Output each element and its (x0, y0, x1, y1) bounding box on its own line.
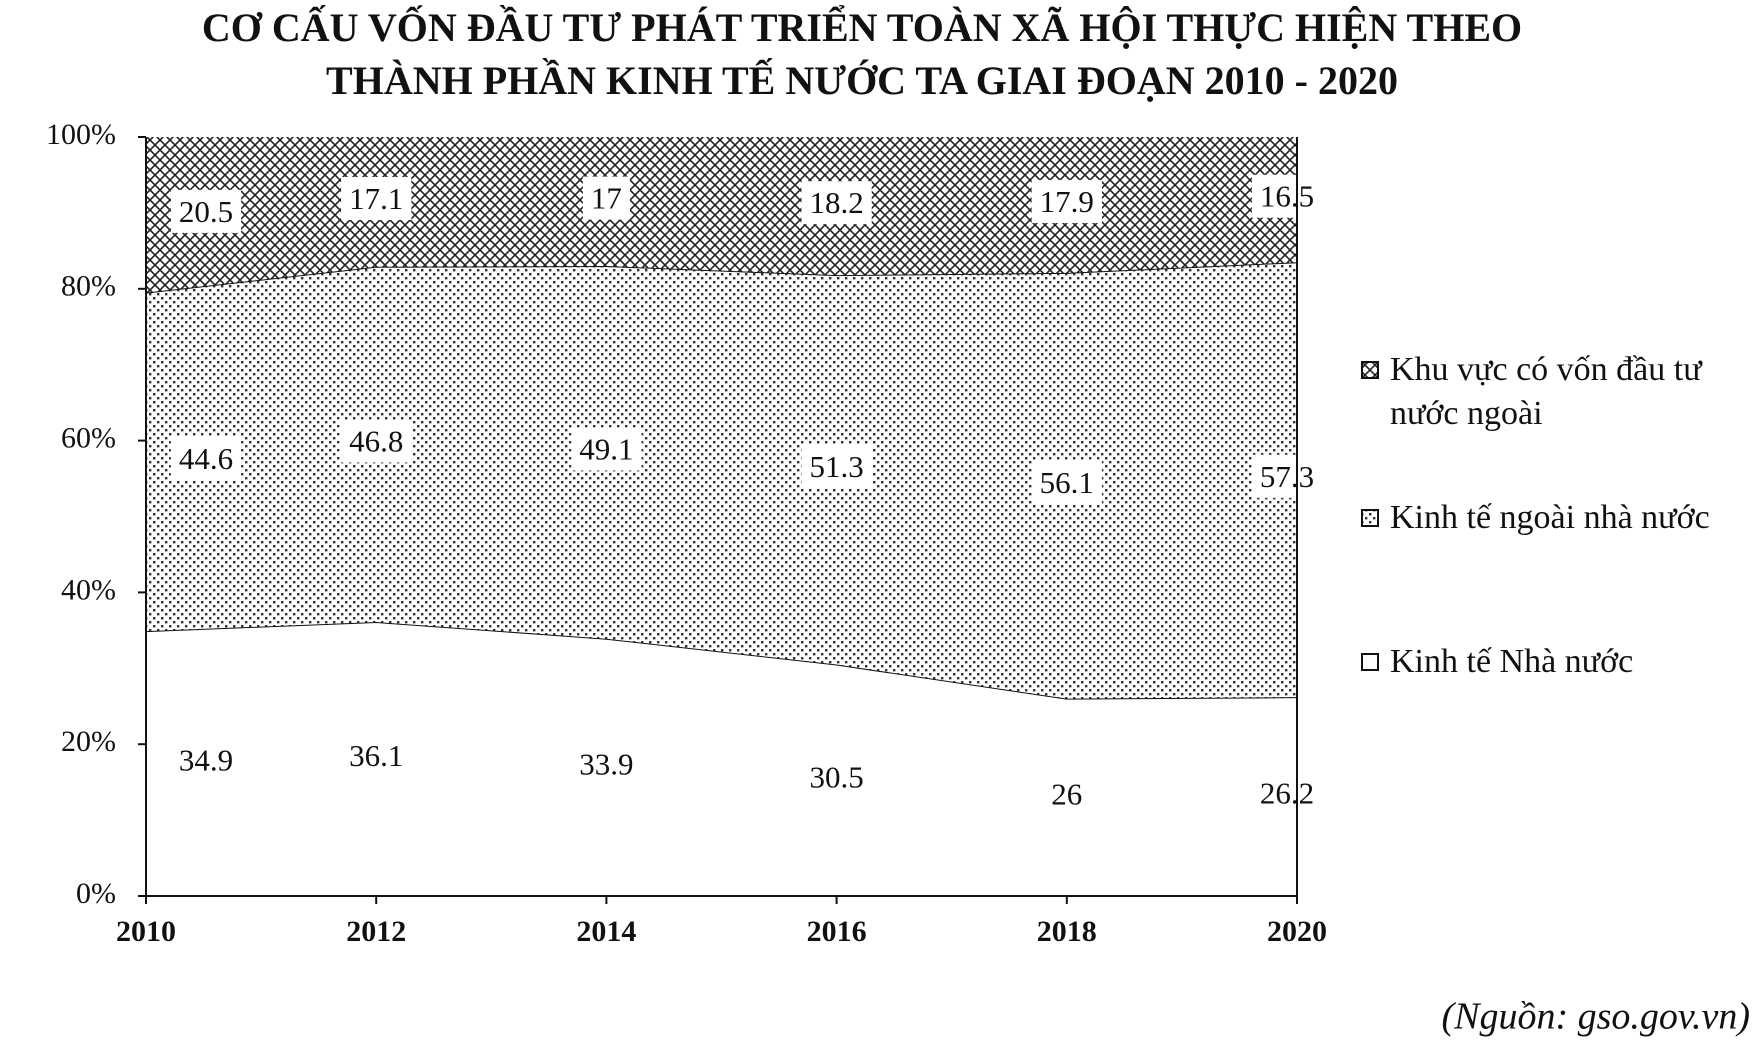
data-label: 49.1 (579, 431, 633, 466)
data-label: 26 (1051, 776, 1082, 811)
y-tick-label: 100% (46, 118, 116, 151)
x-tick-label: 2020 (1267, 915, 1327, 948)
data-label-bg (341, 419, 412, 463)
data-label-bg (170, 738, 242, 782)
data-label: 16.5 (1260, 179, 1314, 214)
x-tick-label: 2018 (1037, 915, 1097, 948)
data-label-bg (571, 742, 642, 786)
legend-marker (1361, 361, 1379, 379)
data-label: 17.9 (1040, 184, 1094, 219)
data-label: 51.3 (809, 449, 863, 484)
data-label-bg (1251, 771, 1323, 815)
data-label: 34.9 (179, 743, 233, 778)
y-tick-label: 20% (61, 725, 116, 758)
data-label-bg (1251, 454, 1323, 498)
data-label: 26.2 (1260, 776, 1314, 811)
data-label: 44.6 (179, 441, 233, 476)
x-tick-label: 2012 (346, 915, 406, 948)
data-label: 20.5 (179, 194, 233, 229)
data-label-bg (571, 427, 642, 471)
data-label-bg (801, 444, 872, 488)
data-label-bg (170, 189, 242, 233)
data-label-bg (582, 176, 630, 220)
data-label: 36.1 (349, 738, 403, 773)
data-label-bg (341, 177, 412, 221)
data-label: 56.1 (1040, 465, 1094, 500)
y-tick-label: 40% (61, 573, 116, 606)
x-tick-label: 2010 (116, 915, 176, 948)
legend-marker (1361, 653, 1379, 671)
data-label: 17 (591, 181, 622, 216)
legend-label: Khu vực có vốn đầu tư nước ngoài (1390, 351, 1702, 432)
source-note: (Nguồn: gso.gov.vn) (1441, 996, 1750, 1038)
chart-title: CƠ CẤU VỐN ĐẦU TƯ PHÁT TRIỂN TOÀN XÃ HỘI… (202, 4, 1522, 50)
chart-title: THÀNH PHẦN KINH TẾ NƯỚC TA GIAI ĐOẠN 201… (326, 58, 1398, 103)
data-label-bg (1043, 772, 1091, 816)
y-tick-label: 60% (61, 421, 116, 454)
data-label: 30.5 (809, 759, 863, 794)
data-label: 18.2 (809, 185, 863, 220)
area (146, 137, 1297, 293)
data-label-bg (1031, 460, 1102, 504)
data-label-bg (801, 181, 872, 225)
legend-marker (1361, 509, 1379, 527)
y-tick-label: 80% (61, 270, 116, 303)
legend-label: Kinh tế ngoài nhà nước (1390, 499, 1710, 536)
x-tick-label: 2014 (576, 915, 636, 948)
x-tick-label: 2016 (807, 915, 867, 948)
y-tick-label: 0% (76, 877, 116, 910)
data-label-bg (170, 436, 242, 480)
data-label-bg (1031, 180, 1102, 224)
legend-label: Kinh tế Nhà nước (1390, 643, 1634, 680)
data-label-bg (801, 755, 872, 799)
data-label-bg (341, 734, 412, 778)
data-label: 57.3 (1260, 459, 1314, 494)
data-label-bg (1251, 174, 1323, 218)
data-label: 17.1 (349, 181, 403, 216)
data-label: 33.9 (579, 746, 633, 781)
area (146, 262, 1297, 699)
data-label: 46.8 (349, 424, 403, 459)
